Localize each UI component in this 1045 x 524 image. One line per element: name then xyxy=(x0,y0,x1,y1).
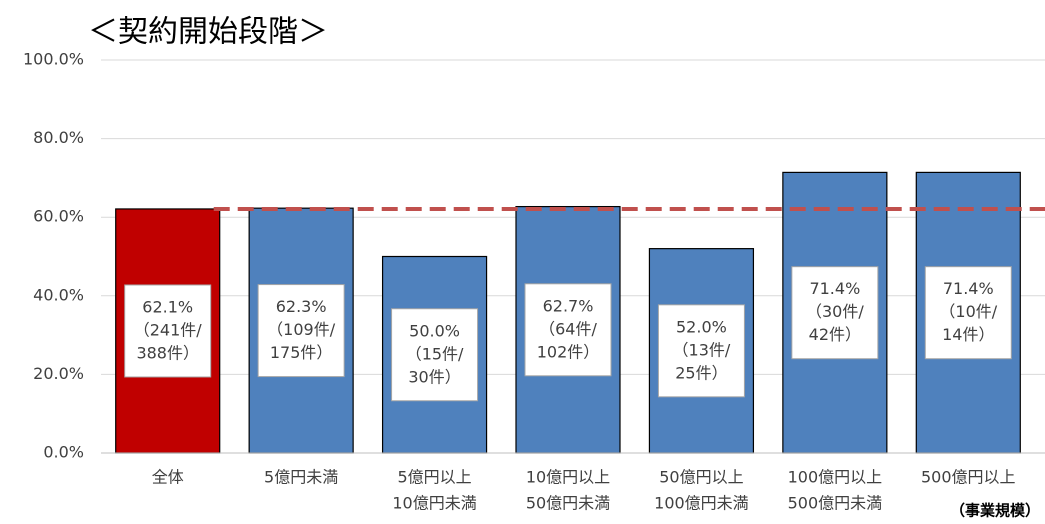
value-label: 30件） xyxy=(408,367,460,386)
x-tick-label: 10億円以上 xyxy=(526,468,610,487)
value-label: （109件/ xyxy=(267,320,336,339)
value-label: 50.0% xyxy=(409,321,460,340)
value-label: （15件/ xyxy=(406,344,464,363)
value-label: 14件） xyxy=(942,325,994,344)
value-label-box xyxy=(257,284,345,378)
value-label: （241件/ xyxy=(134,320,203,339)
value-label: 62.1% xyxy=(142,297,193,316)
x-tick-label: 500億円以上 xyxy=(921,468,1016,487)
y-tick-label: 20.0% xyxy=(33,364,84,383)
chart-title: ＜契約開始段階＞ xyxy=(88,15,328,50)
x-axis-label: （事業規模） xyxy=(950,502,1040,520)
value-label-box xyxy=(791,266,879,360)
value-label: （64件/ xyxy=(539,319,597,338)
x-tick-label: 10億円未満 xyxy=(392,494,476,513)
y-tick-label: 0.0% xyxy=(43,443,84,462)
x-tick-label: 50億円以上 xyxy=(659,468,743,487)
x-tick-label: 50億円未満 xyxy=(526,494,610,513)
x-tick-label: 500億円未満 xyxy=(788,494,883,513)
value-label: 25件） xyxy=(675,363,727,382)
x-tick-label: 5億円以上 xyxy=(397,468,471,487)
value-label: 71.4% xyxy=(809,279,860,298)
value-label-box xyxy=(924,266,1012,360)
x-tick-label: 100億円以上 xyxy=(788,468,883,487)
value-label: （10件/ xyxy=(939,302,997,321)
x-tick-label: 100億円未満 xyxy=(654,494,749,513)
value-label: 42件） xyxy=(809,325,861,344)
y-tick-label: 100.0% xyxy=(23,50,84,69)
value-label: （13件/ xyxy=(673,340,731,359)
value-label-box xyxy=(391,308,479,402)
y-tick-label: 60.0% xyxy=(33,207,84,226)
value-label-box xyxy=(657,304,745,398)
value-label: 388件） xyxy=(136,343,199,362)
value-label: （30件/ xyxy=(806,302,864,321)
value-label-box xyxy=(124,284,212,378)
y-tick-label: 40.0% xyxy=(33,285,84,304)
y-tick-label: 80.0% xyxy=(33,128,84,147)
value-label-box xyxy=(524,283,612,377)
value-label: 175件） xyxy=(270,343,333,362)
value-label: 62.3% xyxy=(276,297,327,316)
value-label: 62.7% xyxy=(543,296,594,315)
x-tick-label: 5億円未満 xyxy=(264,468,338,487)
value-label: 52.0% xyxy=(676,317,727,336)
value-label: 71.4% xyxy=(943,279,994,298)
value-label: 102件） xyxy=(537,342,600,361)
x-tick-label: 全体 xyxy=(152,468,184,487)
